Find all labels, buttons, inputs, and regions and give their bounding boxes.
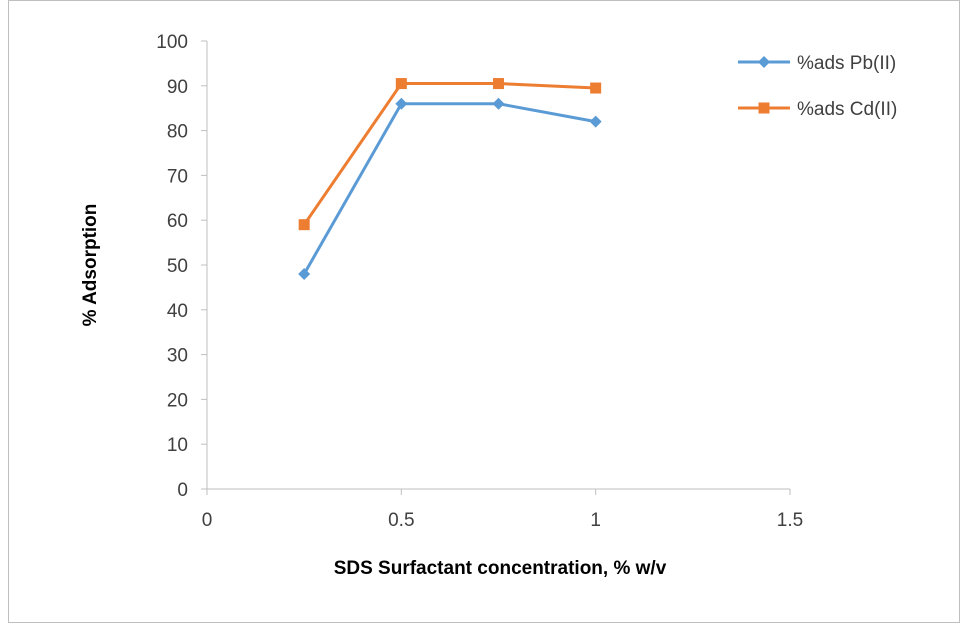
series-line-1 <box>302 102 596 275</box>
series-line-2 <box>302 82 596 226</box>
x-tick-label: 0.5 <box>388 510 414 531</box>
y-tick-label: 80 <box>167 122 188 143</box>
series-lines <box>302 82 596 275</box>
y-tick-label: 90 <box>167 77 188 98</box>
x-tick-label: 1.5 <box>777 510 803 531</box>
legend-marker-1 <box>758 56 770 68</box>
legend: %ads Pb(II) %ads Cd(II) <box>738 53 897 120</box>
series-markers <box>298 78 602 280</box>
legend-marker-2 <box>758 102 770 114</box>
y-axis-title: % Adsorption <box>80 204 101 327</box>
y-tick-label: 40 <box>167 301 188 322</box>
data-point-series-2 <box>298 219 310 231</box>
y-tick-label: 0 <box>177 480 188 501</box>
data-point-series-1 <box>492 97 505 110</box>
y-axis-ticks: 0 10 20 30 40 50 60 70 80 90 100 <box>156 32 207 501</box>
axes <box>206 41 790 490</box>
x-tick-label: 0 <box>202 510 213 531</box>
y-tick-label: 30 <box>167 346 188 367</box>
y-tick-label: 10 <box>167 435 188 456</box>
y-tick-label: 20 <box>167 390 188 411</box>
data-point-series-2 <box>493 78 504 90</box>
legend-label-1: %ads Pb(II) <box>797 53 896 74</box>
data-point-series-2 <box>590 82 602 94</box>
data-point-series-1 <box>298 267 311 280</box>
x-axis-ticks: 0 0.5 1 1.5 <box>202 489 803 531</box>
data-point-series-1 <box>589 115 602 128</box>
data-point-series-2 <box>395 78 407 90</box>
x-axis-title: SDS Surfactant concentration, % w/v <box>334 558 667 579</box>
y-tick-label: 100 <box>156 32 188 53</box>
legend-label-2: %ads Cd(II) <box>797 99 897 120</box>
y-tick-label: 50 <box>167 256 188 277</box>
x-tick-label: 1 <box>590 510 601 531</box>
y-tick-label: 70 <box>167 166 188 187</box>
data-point-series-1 <box>395 97 408 110</box>
y-tick-label: 60 <box>167 211 188 232</box>
